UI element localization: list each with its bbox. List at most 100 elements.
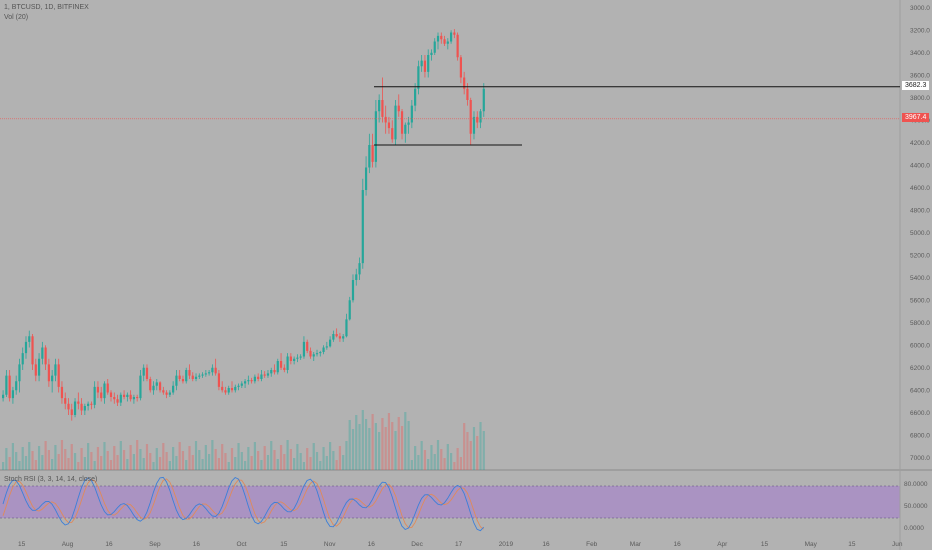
- volume-bar: [77, 462, 80, 470]
- oscillator-legend[interactable]: Stoch RSI (3, 3, 14, 14, close): [4, 476, 98, 483]
- candle-body: [178, 375, 181, 379]
- volume-bar: [100, 456, 103, 470]
- volume-bar: [243, 461, 247, 470]
- volume-bar: [338, 446, 342, 470]
- volume-bar: [351, 429, 355, 470]
- time-axis-label: Mar: [630, 541, 642, 548]
- volume-bar: [427, 459, 430, 470]
- volume-bar: [302, 462, 306, 470]
- osc-axis-label: 50.0000: [904, 503, 928, 510]
- candle-body: [11, 390, 15, 399]
- volume-bar: [260, 460, 263, 470]
- volume-bar: [60, 440, 64, 470]
- volume-bar: [152, 462, 155, 470]
- candle-body: [410, 105, 413, 123]
- candle-body: [100, 392, 103, 399]
- volume-bar: [93, 461, 96, 470]
- volume-legend[interactable]: Vol (20): [4, 14, 29, 21]
- volume-bar: [90, 452, 93, 470]
- volume-bar: [463, 423, 466, 470]
- candle-body: [41, 347, 44, 359]
- volume-bar: [188, 446, 191, 470]
- volume-bar: [175, 456, 178, 470]
- candle-body: [211, 367, 214, 373]
- candle-body: [355, 274, 358, 280]
- time-axis-label: Dec: [411, 541, 423, 548]
- volume-bar: [158, 457, 162, 470]
- candle-body: [440, 35, 443, 40]
- price-axis-label: 3800.0: [910, 95, 930, 102]
- candle-body: [77, 401, 80, 404]
- candle-body: [175, 375, 178, 386]
- candle-body: [5, 375, 8, 395]
- volume-bar: [299, 453, 302, 470]
- volume-bar: [172, 447, 175, 470]
- candle-body: [129, 394, 132, 400]
- volume-bar: [276, 459, 279, 470]
- candle-body: [449, 32, 453, 42]
- price-axis-label: 6400.0: [910, 388, 930, 395]
- candle-body: [433, 41, 436, 53]
- volume-bar: [247, 447, 250, 470]
- candle-body: [427, 55, 430, 72]
- candle-body: [400, 111, 404, 134]
- volume-bar: [410, 460, 413, 470]
- volume-bar: [293, 458, 296, 470]
- candle-body: [96, 386, 100, 393]
- volume-bar: [21, 447, 24, 470]
- level-lines[interactable]: [0, 86, 900, 146]
- volume-bar: [234, 457, 237, 470]
- volume-bar: [306, 448, 309, 470]
- candle-body: [420, 60, 423, 67]
- current-price-tag: 3967.4: [902, 112, 930, 122]
- symbol-legend[interactable]: 1, BTCUSD, 1D, BITFINEX: [4, 4, 89, 11]
- volume-bar: [417, 455, 420, 470]
- candle-body: [384, 116, 387, 123]
- volume-bar: [230, 448, 234, 470]
- volume-bar: [201, 459, 204, 470]
- candle-body: [266, 373, 270, 376]
- candle-body: [397, 105, 400, 112]
- candle-body: [24, 341, 28, 354]
- volume-bar: [142, 458, 145, 470]
- candle-body: [270, 370, 273, 374]
- volume-bar: [394, 431, 397, 470]
- candle-body: [234, 386, 237, 391]
- time-axis-label: May: [805, 541, 818, 548]
- candle-body: [315, 353, 319, 355]
- volume-bar: [436, 440, 440, 470]
- time-axis-label: 16: [105, 541, 113, 548]
- candle-body: [322, 347, 325, 352]
- candle-body: [18, 364, 21, 382]
- candle-body: [132, 397, 135, 400]
- volume-bar: [364, 419, 368, 470]
- volume-bar: [73, 453, 77, 470]
- candle-body: [191, 375, 194, 379]
- volume-bar: [342, 455, 345, 470]
- candle-body: [453, 32, 456, 35]
- candle-body: [73, 401, 77, 415]
- volume-bar: [400, 426, 404, 470]
- candle-body: [119, 394, 122, 403]
- volume-bar: [240, 452, 243, 470]
- candle-body: [60, 386, 64, 399]
- volume-bar: [420, 441, 423, 470]
- price-axis-label: 4400.0: [910, 163, 930, 170]
- volume-bar: [37, 446, 41, 470]
- volume-bar: [109, 460, 113, 470]
- candle-body: [181, 379, 185, 382]
- candle-body: [325, 346, 328, 348]
- volume-bar: [126, 459, 129, 470]
- candle-body: [57, 364, 60, 387]
- candle-body: [456, 34, 459, 58]
- volume-bar: [312, 443, 315, 470]
- candle-body: [185, 370, 188, 382]
- candle-body: [446, 41, 449, 44]
- volume-bar: [279, 445, 283, 470]
- volume-bar: [198, 450, 201, 470]
- price-pane-background: [0, 0, 932, 470]
- candle-body: [142, 367, 145, 376]
- price-axis-label: 5800.0: [910, 320, 930, 327]
- candle-body: [83, 406, 86, 411]
